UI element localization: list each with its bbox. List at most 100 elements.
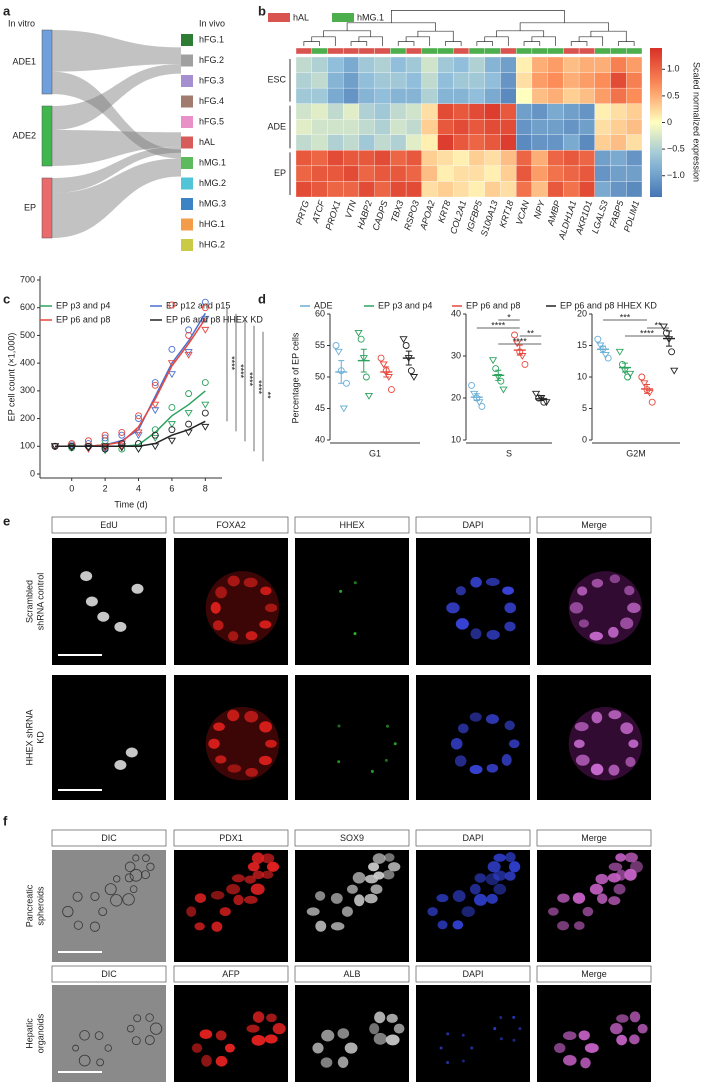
data-point xyxy=(648,398,656,406)
heatmap-cell xyxy=(453,119,470,135)
column-header-box xyxy=(51,965,167,983)
nucleus xyxy=(201,1054,212,1067)
row-group-label: EP xyxy=(274,168,286,178)
cell-outline xyxy=(110,894,123,907)
micrograph xyxy=(174,985,288,1082)
nucleus xyxy=(454,755,467,767)
nucleus xyxy=(563,1054,577,1066)
dendrogram xyxy=(417,30,454,42)
significance-label: **** xyxy=(254,380,264,395)
column-annotation xyxy=(547,47,564,55)
heatmap-cell xyxy=(516,87,533,104)
y-tick-label: 400 xyxy=(20,358,35,368)
heatmap-cell xyxy=(437,103,454,120)
nucleus xyxy=(609,574,621,584)
heatmap-cell xyxy=(563,134,580,151)
data-point xyxy=(511,331,518,339)
nucleus xyxy=(215,1030,227,1041)
heatmap-cell xyxy=(374,87,391,104)
nucleus xyxy=(258,755,272,766)
nucleus xyxy=(337,724,341,728)
row-label: shRNA control xyxy=(35,573,45,631)
cell-outline xyxy=(78,1054,91,1067)
legend-swatch xyxy=(332,13,354,22)
heatmap-cell xyxy=(531,181,548,198)
data-point xyxy=(518,353,527,360)
data-point xyxy=(402,342,410,349)
heatmap-cell xyxy=(343,134,360,151)
heatmap-cell xyxy=(484,87,501,104)
panel-label: c xyxy=(3,291,10,306)
nucleus xyxy=(547,907,559,916)
nucleus xyxy=(518,1027,522,1031)
nucleus xyxy=(584,1043,599,1054)
column-header: PDX1 xyxy=(219,833,243,843)
nucleus xyxy=(208,738,220,749)
target-node xyxy=(181,116,193,128)
heatmap-cell xyxy=(484,134,501,151)
nucleus xyxy=(573,739,585,749)
heatmap-cell xyxy=(626,150,643,167)
nucleus xyxy=(474,873,486,883)
heatmap-cell xyxy=(295,103,312,120)
series-line xyxy=(55,390,206,448)
nucleus xyxy=(337,760,341,764)
cell-outline xyxy=(124,873,134,883)
nucleus xyxy=(387,862,401,872)
x-tick-label: 0 xyxy=(69,483,74,493)
heatmap-cell xyxy=(610,56,627,73)
data-point xyxy=(492,365,500,373)
nucleus xyxy=(512,1038,516,1042)
heatmap-cell xyxy=(421,56,438,73)
target-node xyxy=(181,239,193,251)
y-tick-label: 300 xyxy=(20,385,35,395)
nucleus xyxy=(266,861,280,872)
nucleus xyxy=(501,754,512,766)
data-point xyxy=(201,304,209,312)
nucleus xyxy=(596,893,608,904)
error-bar xyxy=(495,369,502,381)
heatmap-cell xyxy=(468,165,485,182)
nucleus xyxy=(572,892,586,904)
heatmap-cell xyxy=(311,150,328,167)
micrograph xyxy=(537,538,651,665)
error-bar xyxy=(538,396,545,402)
cell-outline xyxy=(104,883,117,896)
nucleus xyxy=(473,893,488,906)
data-point xyxy=(134,432,143,440)
y-tick-label: 45 xyxy=(315,403,325,413)
nucleus xyxy=(461,906,476,917)
heatmap-cell xyxy=(531,134,548,151)
legend-label: ADE xyxy=(314,300,333,310)
data-point xyxy=(407,367,415,375)
heatmap-cell xyxy=(610,119,627,135)
cell-outline xyxy=(94,1031,104,1040)
column-header-box xyxy=(415,965,531,983)
data-point xyxy=(201,298,209,306)
heatmap-cell xyxy=(563,119,580,135)
nucleus xyxy=(372,853,386,864)
heatmap-cell xyxy=(578,181,595,198)
nucleus xyxy=(589,631,603,641)
cell-outline xyxy=(144,1035,155,1046)
data-point xyxy=(201,326,210,334)
heatmap-cell xyxy=(390,72,407,89)
column-header: DAPI xyxy=(462,833,483,843)
nucleus xyxy=(306,907,320,916)
x-axis-label: Time (d) xyxy=(114,499,147,509)
heatmap-cell xyxy=(610,150,627,167)
data-point xyxy=(101,434,109,442)
legend-label: EP p6 and p8 xyxy=(466,300,520,310)
nucleus xyxy=(369,1023,380,1035)
image-background xyxy=(52,675,166,800)
data-point xyxy=(334,348,343,356)
nucleus xyxy=(624,852,638,863)
panel-label: a xyxy=(3,3,11,18)
target-label: hMG.2 xyxy=(199,178,226,188)
nucleus xyxy=(373,871,385,880)
nucleus xyxy=(251,852,264,864)
gene-label: KRT8 xyxy=(436,199,453,224)
nucleus xyxy=(213,722,225,731)
data-point xyxy=(118,428,126,436)
